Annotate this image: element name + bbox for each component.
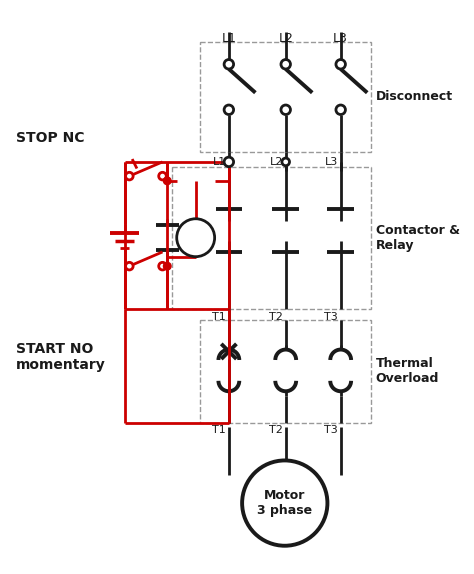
- Circle shape: [177, 219, 215, 257]
- Circle shape: [164, 177, 171, 185]
- Text: T3: T3: [324, 312, 338, 321]
- Circle shape: [336, 60, 346, 69]
- Text: Motor
3 phase: Motor 3 phase: [257, 489, 312, 517]
- Text: START NO
momentary: START NO momentary: [16, 342, 105, 372]
- Text: L1: L1: [213, 157, 226, 167]
- Text: L2: L2: [278, 32, 293, 45]
- Circle shape: [336, 105, 346, 114]
- Circle shape: [224, 105, 234, 114]
- Text: T3: T3: [324, 425, 338, 435]
- Text: T2: T2: [269, 425, 283, 435]
- Bar: [201, 41, 371, 153]
- Circle shape: [159, 262, 166, 270]
- Text: T2: T2: [269, 312, 283, 321]
- Text: L1: L1: [221, 32, 236, 45]
- Text: L3: L3: [325, 157, 338, 167]
- Circle shape: [224, 157, 234, 166]
- Text: L3: L3: [333, 32, 348, 45]
- Circle shape: [126, 172, 133, 180]
- Circle shape: [164, 262, 171, 270]
- Circle shape: [224, 60, 234, 69]
- Text: STOP NC: STOP NC: [16, 131, 84, 145]
- Circle shape: [126, 262, 133, 270]
- Circle shape: [225, 158, 233, 166]
- Text: Thermal
Overload: Thermal Overload: [376, 358, 439, 385]
- Text: Disconnect: Disconnect: [376, 90, 453, 103]
- Text: T1: T1: [212, 425, 226, 435]
- Circle shape: [242, 460, 328, 546]
- Bar: [201, 320, 371, 422]
- Circle shape: [225, 158, 233, 166]
- Circle shape: [282, 158, 290, 166]
- Text: Contactor &
Relay: Contactor & Relay: [376, 224, 460, 252]
- Bar: [172, 166, 371, 309]
- Text: T1: T1: [212, 312, 226, 321]
- Circle shape: [281, 60, 291, 69]
- Circle shape: [159, 172, 166, 180]
- Circle shape: [225, 158, 233, 166]
- Circle shape: [281, 105, 291, 114]
- Text: L2: L2: [270, 157, 283, 167]
